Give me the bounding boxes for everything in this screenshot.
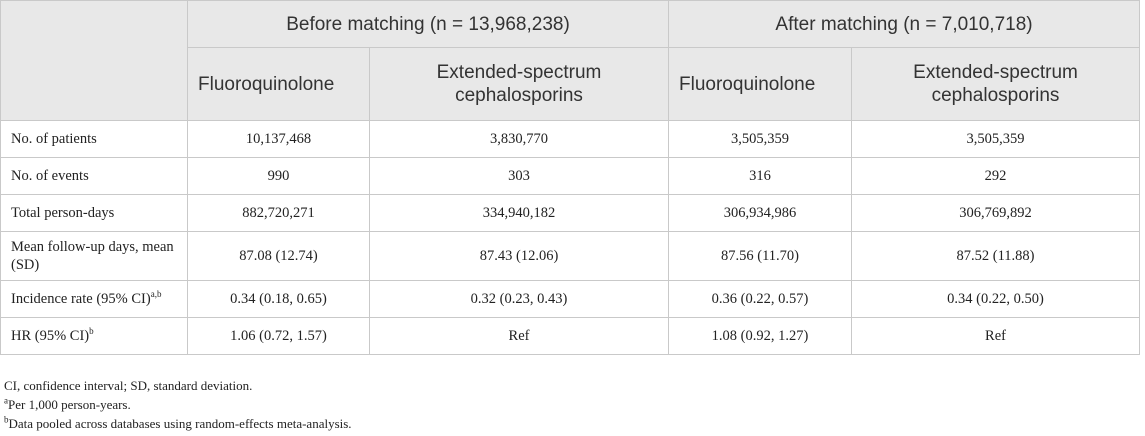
table-row: No. of events 990 303 316 292 — [0, 157, 1141, 195]
table-row: No. of patients 10,137,468 3,830,770 3,5… — [0, 120, 1141, 158]
table-cell: 3,505,359 — [851, 120, 1141, 158]
table-cell: 3,830,770 — [368, 120, 670, 158]
footnote-marker: a,b — [150, 288, 162, 299]
table-cell: 87.52 (11.88) — [851, 231, 1141, 281]
table-cell: 882,720,271 — [187, 194, 370, 232]
table-row: Incidence rate (95% CI)a,b 0.34 (0.18, 0… — [0, 280, 1141, 318]
footnote-marker: b — [89, 325, 94, 336]
row-label: No. of events — [0, 157, 188, 195]
table-cell: 316 — [668, 157, 853, 195]
table-cell: 87.08 (12.74) — [187, 231, 370, 281]
header-row-groups: Before matching (n = 13,968,238) After m… — [0, 0, 1141, 121]
table-cell: 990 — [187, 157, 370, 195]
header-fluoroquinolone-before: Fluoroquinolone — [187, 47, 370, 121]
row-label: Mean follow-up days, mean (SD) — [0, 231, 188, 281]
header-esc-after: Extended-spectrum cephalosporins — [851, 47, 1141, 121]
footnote-abbreviations: CI, confidence interval; SD, standard de… — [4, 378, 253, 393]
footnote-b-marker: b — [4, 414, 9, 425]
table-cell: 292 — [851, 157, 1141, 195]
table-cell: 334,940,182 — [368, 194, 670, 232]
results-table: Before matching (n = 13,968,238) After m… — [0, 0, 1141, 355]
table-cell: 10,137,468 — [187, 120, 370, 158]
table-cell: 0.34 (0.22, 0.50) — [851, 280, 1141, 318]
footnote-a-marker: a — [4, 395, 8, 406]
header-after-matching: After matching (n = 7,010,718) — [668, 0, 1141, 48]
table-cell: 1.06 (0.72, 1.57) — [187, 317, 370, 355]
table-cell: 306,934,986 — [668, 194, 853, 232]
table-cell: 0.34 (0.18, 0.65) — [187, 280, 370, 318]
header-before-matching: Before matching (n = 13,968,238) — [186, 0, 670, 48]
table-cell: 1.08 (0.92, 1.27) — [668, 317, 853, 355]
table-row: Mean follow-up days, mean (SD) 87.08 (12… — [0, 231, 1141, 281]
row-label: Incidence rate (95% CI)a,b — [0, 280, 188, 318]
table-footnotes: CI, confidence interval; SD, standard de… — [4, 376, 352, 433]
table-cell: 3,505,359 — [668, 120, 853, 158]
header-corner — [0, 0, 188, 121]
table-cell: 303 — [368, 157, 670, 195]
table-cell: Ref — [368, 317, 670, 355]
footnote-a: aPer 1,000 person-years. — [4, 395, 131, 412]
footnote-b: bData pooled across databases using rand… — [4, 414, 352, 431]
table-row: HR (95% CI)b 1.06 (0.72, 1.57) Ref 1.08 … — [0, 317, 1141, 355]
table-cell: 87.56 (11.70) — [668, 231, 853, 281]
table-cell: 87.43 (12.06) — [368, 231, 670, 281]
table-cell: Ref — [851, 317, 1141, 355]
table-row: Total person-days 882,720,271 334,940,18… — [0, 194, 1141, 232]
table-cell: 0.32 (0.23, 0.43) — [368, 280, 670, 318]
row-label: No. of patients — [0, 120, 188, 158]
row-label: HR (95% CI)b — [0, 317, 188, 355]
header-fluoroquinolone-after: Fluoroquinolone — [668, 47, 853, 121]
table-cell: 306,769,892 — [851, 194, 1141, 232]
row-label: Total person-days — [0, 194, 188, 232]
header-row-treatments: Fluoroquinolone Extended-spectrum cephal… — [1, 47, 1141, 121]
header-esc-before: Extended-spectrum cephalosporins — [368, 47, 670, 121]
table-cell: 0.36 (0.22, 0.57) — [668, 280, 853, 318]
